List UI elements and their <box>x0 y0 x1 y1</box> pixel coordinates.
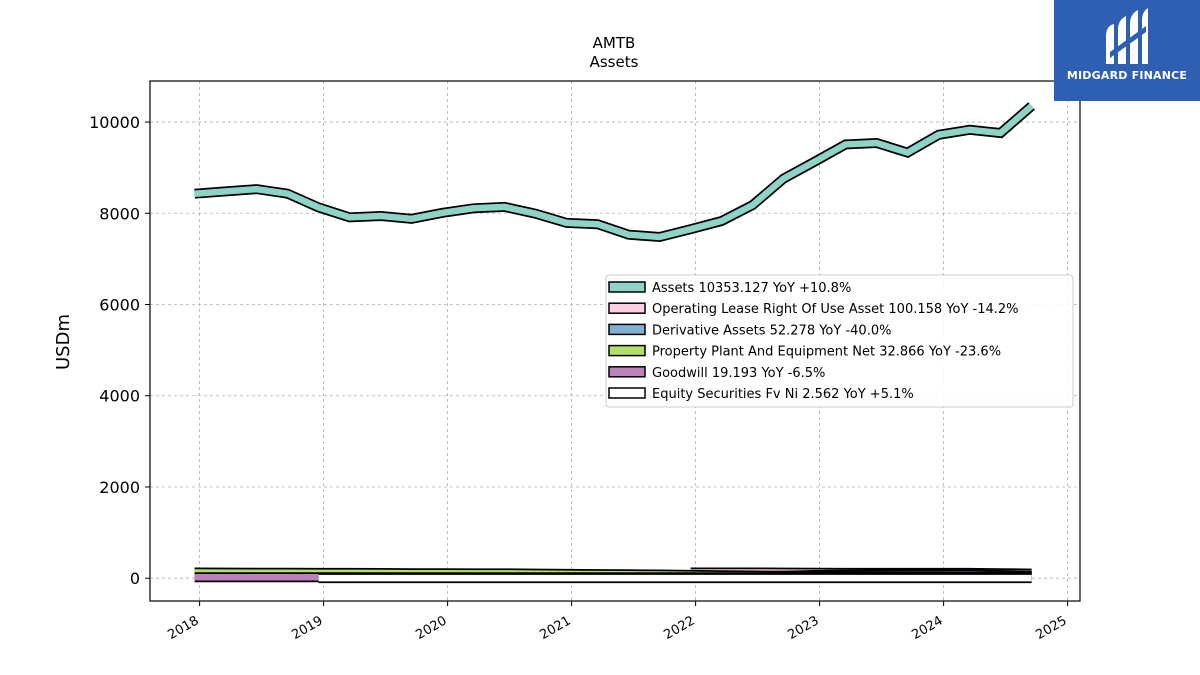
x-tick-label: 2021 <box>537 613 573 643</box>
y-tick-label: 6000 <box>99 296 140 315</box>
y-tick-label: 8000 <box>99 204 140 223</box>
x-tick-label: 2019 <box>289 613 325 643</box>
series-layer <box>194 102 1035 584</box>
y-tick-label: 2000 <box>99 478 140 497</box>
x-tick-label: 2022 <box>661 613 697 643</box>
x-tick-label: 2023 <box>785 613 821 643</box>
plot-frame <box>149 80 1081 602</box>
x-tick-label: 2024 <box>909 613 945 643</box>
legend-label: Assets 10353.127 YoY +10.8% <box>652 281 851 296</box>
x-tick-label: 2025 <box>1033 613 1069 643</box>
legend-label: Operating Lease Right Of Use Asset 100.1… <box>652 302 1019 317</box>
legend-label: Goodwill 19.193 YoY -6.5% <box>652 366 825 381</box>
chart-subtitle: Assets <box>590 53 639 71</box>
brand-name: MIDGARD FINANCE <box>1066 69 1188 82</box>
legend-swatch <box>608 366 646 378</box>
series-line <box>194 103 1034 241</box>
chart-title: AMTB <box>593 34 636 52</box>
y-tick-label: 0 <box>130 569 140 588</box>
legend-label: Property Plant And Equipment Net 32.866 … <box>652 345 1001 360</box>
brand-logo: MIDGARD FINANCE <box>1054 0 1200 101</box>
x-tick-label: 2018 <box>165 613 201 643</box>
series-outline <box>194 102 1035 243</box>
y-tick-label: 10000 <box>89 113 140 132</box>
legend-label: Equity Securities Fv Ni 2.562 YoY +5.1% <box>652 387 914 402</box>
legend-box <box>605 274 1074 408</box>
brand-mark-icon <box>1106 8 1148 64</box>
y-tick-label: 4000 <box>99 387 140 406</box>
legend: Assets 10353.127 YoY +10.8% Operating Lea… <box>605 274 1074 408</box>
y-axis-label: USDm <box>53 314 74 370</box>
legend-swatch <box>608 281 646 293</box>
legend-swatch <box>608 387 646 399</box>
legend-swatch <box>608 344 646 357</box>
legend-label: Derivative Assets 52.278 YoY -40.0% <box>652 323 891 338</box>
legend-swatch <box>608 302 646 314</box>
x-tick-label: 2020 <box>413 613 449 643</box>
legend-swatch <box>608 323 646 336</box>
